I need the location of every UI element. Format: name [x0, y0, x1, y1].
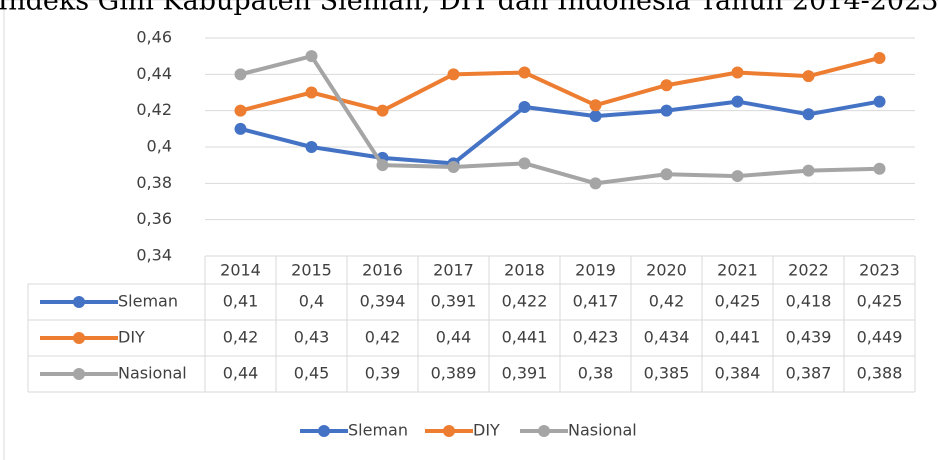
y-tick-label: 0,36: [136, 209, 172, 228]
data-point: [518, 66, 531, 79]
legend-key: [73, 296, 85, 308]
table-value: 0,418: [786, 292, 832, 311]
table-value: 0,388: [857, 364, 903, 383]
legend-label: Nasional: [568, 421, 637, 440]
x-tick-label: 2021: [717, 261, 758, 280]
x-tick-label: 2023: [859, 261, 900, 280]
table-value: 0,391: [431, 292, 477, 311]
data-point: [305, 50, 318, 63]
data-point: [447, 160, 460, 173]
data-point: [234, 122, 247, 135]
table-value: 0,41: [223, 292, 259, 311]
chart-border: [3, 0, 938, 460]
table-value: 0,449: [857, 328, 903, 347]
series-line: [240, 54, 880, 186]
data-point: [589, 99, 602, 112]
data-point: [234, 104, 247, 117]
data-point: [376, 104, 389, 117]
table-value: 0,423: [573, 328, 619, 347]
x-tick-label: 2017: [433, 261, 474, 280]
data-point: [589, 177, 602, 190]
y-tick-label: 0,34: [136, 246, 172, 265]
x-tick-label: 2019: [575, 261, 616, 280]
y-tick-label: 0,42: [136, 100, 172, 119]
table-value: 0,394: [360, 292, 406, 311]
table-value: 0,441: [502, 328, 548, 347]
x-tick-label: 2020: [646, 261, 687, 280]
series-line: [240, 99, 880, 166]
legend-key: [443, 425, 455, 437]
x-tick-label: 2018: [504, 261, 545, 280]
data-point: [518, 157, 531, 170]
legend-key: [73, 332, 85, 344]
data-point: [447, 68, 460, 81]
series-line: [240, 56, 880, 113]
table-value: 0,417: [573, 292, 619, 311]
table-value: 0,43: [294, 328, 330, 347]
table-value: 0,39: [365, 364, 401, 383]
table-series-name: Nasional: [118, 364, 187, 383]
data-point: [873, 51, 886, 64]
legend-label: Sleman: [348, 421, 408, 440]
data-point: [802, 70, 815, 83]
table-value: 0,425: [715, 292, 761, 311]
y-tick-label: 0,44: [136, 64, 172, 83]
y-tick-label: 0,4: [147, 137, 172, 156]
data-point: [802, 164, 815, 177]
data-point: [518, 101, 531, 114]
y-tick-label: 0,38: [136, 173, 172, 192]
y-tick-label: 0,46: [136, 28, 172, 47]
table-value: 0,42: [223, 328, 259, 347]
table-value: 0,422: [502, 292, 548, 311]
x-tick-label: 2015: [291, 261, 332, 280]
table-value: 0,44: [436, 328, 472, 347]
data-point: [873, 162, 886, 175]
x-tick-label: 2014: [220, 261, 261, 280]
table-value: 0,384: [715, 364, 761, 383]
data-point: [802, 108, 815, 121]
data-point: [305, 86, 318, 99]
table-series-name: DIY: [118, 328, 145, 347]
table-value: 0,389: [431, 364, 477, 383]
x-tick-label: 2016: [362, 261, 403, 280]
legend-key: [318, 425, 330, 437]
table-value: 0,42: [649, 292, 685, 311]
table-value: 0,387: [786, 364, 832, 383]
table-value: 0,441: [715, 328, 761, 347]
chart-title: Indeks Gini Kabupaten Sleman, DIY dan In…: [0, 0, 938, 17]
table-value: 0,439: [786, 328, 832, 347]
table-value: 0,45: [294, 364, 330, 383]
x-tick-label: 2022: [788, 261, 829, 280]
data-point: [234, 68, 247, 81]
table-series-name: Sleman: [118, 292, 178, 311]
legend-label: DIY: [473, 421, 500, 440]
table-value: 0,385: [644, 364, 690, 383]
table-value: 0,42: [365, 328, 401, 347]
table-value: 0,4: [299, 292, 324, 311]
data-point: [305, 141, 318, 153]
table-value: 0,38: [578, 364, 614, 383]
data-point: [731, 95, 744, 108]
table-value: 0,44: [223, 364, 259, 383]
data-point: [873, 95, 886, 108]
data-point: [731, 66, 744, 79]
data-point: [660, 168, 673, 181]
legend-key: [73, 368, 85, 380]
table-value: 0,391: [502, 364, 548, 383]
data-point: [589, 110, 602, 123]
data-point: [731, 170, 744, 183]
data-point: [376, 159, 389, 172]
data-point: [660, 104, 673, 117]
table-value: 0,425: [857, 292, 903, 311]
legend-key: [538, 425, 550, 437]
table-value: 0,434: [644, 328, 690, 347]
data-point: [660, 79, 673, 92]
